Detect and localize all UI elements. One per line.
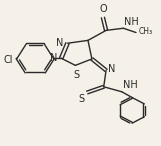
- Text: N: N: [50, 53, 57, 63]
- Text: S: S: [79, 94, 85, 104]
- Text: N: N: [109, 64, 116, 74]
- Text: S: S: [73, 70, 79, 80]
- Text: NH: NH: [124, 17, 139, 27]
- Text: N: N: [56, 38, 64, 48]
- Text: NH: NH: [123, 80, 137, 90]
- Text: CH₃: CH₃: [138, 27, 152, 36]
- Text: O: O: [99, 4, 107, 14]
- Text: Cl: Cl: [4, 55, 13, 65]
